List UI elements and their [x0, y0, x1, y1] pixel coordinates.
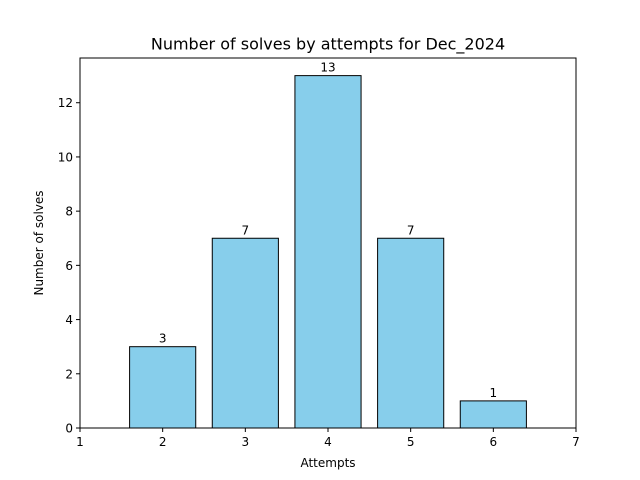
bar-value-label-6: 1	[490, 386, 498, 400]
bar-4	[294, 75, 362, 429]
chart-title: Number of solves by attempts for Dec_202…	[151, 35, 505, 55]
x-tick-label: 6	[490, 435, 498, 449]
y-tick-label: 2	[65, 367, 73, 381]
bar-2	[129, 346, 197, 429]
x-axis: 1 2 3 4 5 6 7	[76, 428, 580, 449]
y-tick-label: 12	[58, 96, 73, 110]
x-tick-label: 7	[572, 435, 580, 449]
x-tick-label: 3	[242, 435, 250, 449]
x-tick-label: 4	[324, 435, 332, 449]
bar-value-label-3: 7	[242, 223, 250, 237]
bar-3	[211, 237, 279, 429]
x-tick-label: 5	[407, 435, 415, 449]
bar-value-label-5: 7	[407, 223, 415, 237]
x-tick-label: 1	[76, 435, 84, 449]
x-axis-label: Attempts	[300, 456, 355, 470]
bar-5	[377, 237, 445, 429]
y-tick-label: 6	[65, 259, 73, 273]
bar-6	[459, 400, 527, 429]
y-axis: 0 2 4 6 8 10 12	[58, 96, 80, 436]
bar-value-label-4: 13	[320, 61, 335, 75]
bar-value-label-2: 3	[159, 332, 167, 346]
y-axis-label: Number of solves	[32, 190, 46, 295]
y-tick-label: 10	[58, 150, 73, 164]
y-tick-label: 0	[65, 422, 73, 436]
y-tick-label: 4	[65, 313, 73, 327]
y-tick-label: 8	[65, 205, 73, 219]
x-tick-label: 2	[159, 435, 167, 449]
bars-layer	[129, 75, 527, 429]
bar-labels-layer: 3 7 13 7 1	[159, 61, 497, 400]
